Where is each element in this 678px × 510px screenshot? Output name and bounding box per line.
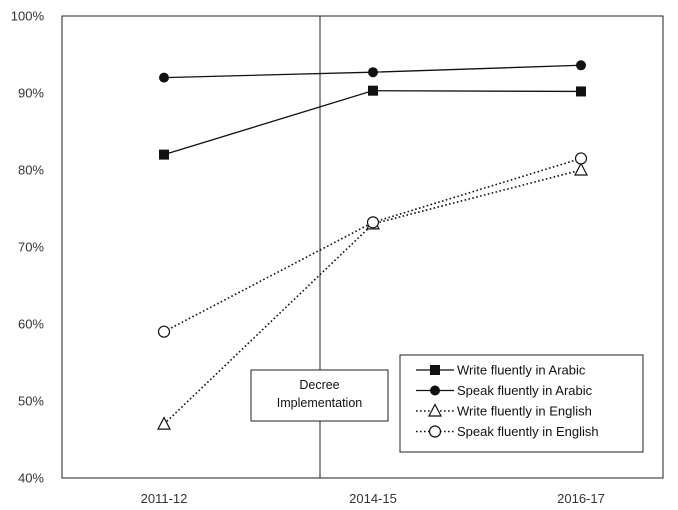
data-point (366, 216, 380, 229)
legend-label: Speak fluently in Arabic (457, 383, 593, 398)
y-tick-label: 90% (18, 86, 44, 101)
data-point (157, 416, 171, 430)
y-tick-label: 40% (18, 471, 44, 486)
legend-item: Speak fluently in English (416, 424, 599, 439)
data-point (576, 86, 586, 97)
series-line (163, 157, 582, 333)
series-4 (157, 152, 588, 338)
plot-frame (61, 15, 664, 479)
data-point (368, 67, 378, 78)
legend-item: Speak fluently in Arabic (416, 383, 593, 398)
x-tick-label: 2016-17 (557, 491, 605, 506)
data-point (157, 325, 171, 338)
legend-marker (430, 385, 440, 396)
y-tick-label: 100% (11, 9, 45, 24)
data-point (574, 152, 588, 165)
series-line (163, 90, 582, 156)
legend: Write fluently in Arabic Speak fluently i… (399, 354, 644, 453)
legend-marker (428, 425, 442, 438)
data-point (159, 149, 169, 160)
legend-label: Write fluently in Arabic (457, 363, 586, 378)
decree-annotation-line-2: Implementation (277, 396, 363, 410)
y-tick-label: 50% (18, 394, 44, 409)
data-point (574, 162, 588, 176)
decree-annotation-box (250, 369, 389, 422)
data-point (576, 60, 586, 71)
legend-item: Write fluently in English (416, 403, 592, 419)
y-tick-label: 80% (18, 163, 44, 178)
y-tick-label: 60% (18, 317, 44, 332)
series-layer (157, 60, 588, 430)
y-axis-ticks: 40% 50% 60% 70% 80% 90% 100% (11, 9, 45, 486)
y-tick-label: 70% (18, 240, 44, 255)
x-tick-label: 2011-12 (141, 491, 188, 506)
series-1 (159, 85, 586, 160)
series-2 (159, 60, 586, 83)
x-axis-ticks: 2011-12 2014-15 2016-17 (141, 491, 605, 506)
data-point (159, 72, 169, 83)
legend-marker (428, 403, 442, 417)
legend-label: Write fluently in English (457, 404, 592, 419)
decree-annotation: Decree Implementation (250, 369, 389, 422)
x-tick-label: 2014-15 (349, 491, 397, 506)
data-point (368, 85, 378, 96)
decree-annotation-line-1: Decree (299, 378, 339, 392)
legend-marker (430, 365, 440, 375)
legend-label: Speak fluently in English (457, 424, 599, 439)
legend-box (399, 354, 644, 453)
legend-item: Write fluently in Arabic (416, 363, 586, 378)
